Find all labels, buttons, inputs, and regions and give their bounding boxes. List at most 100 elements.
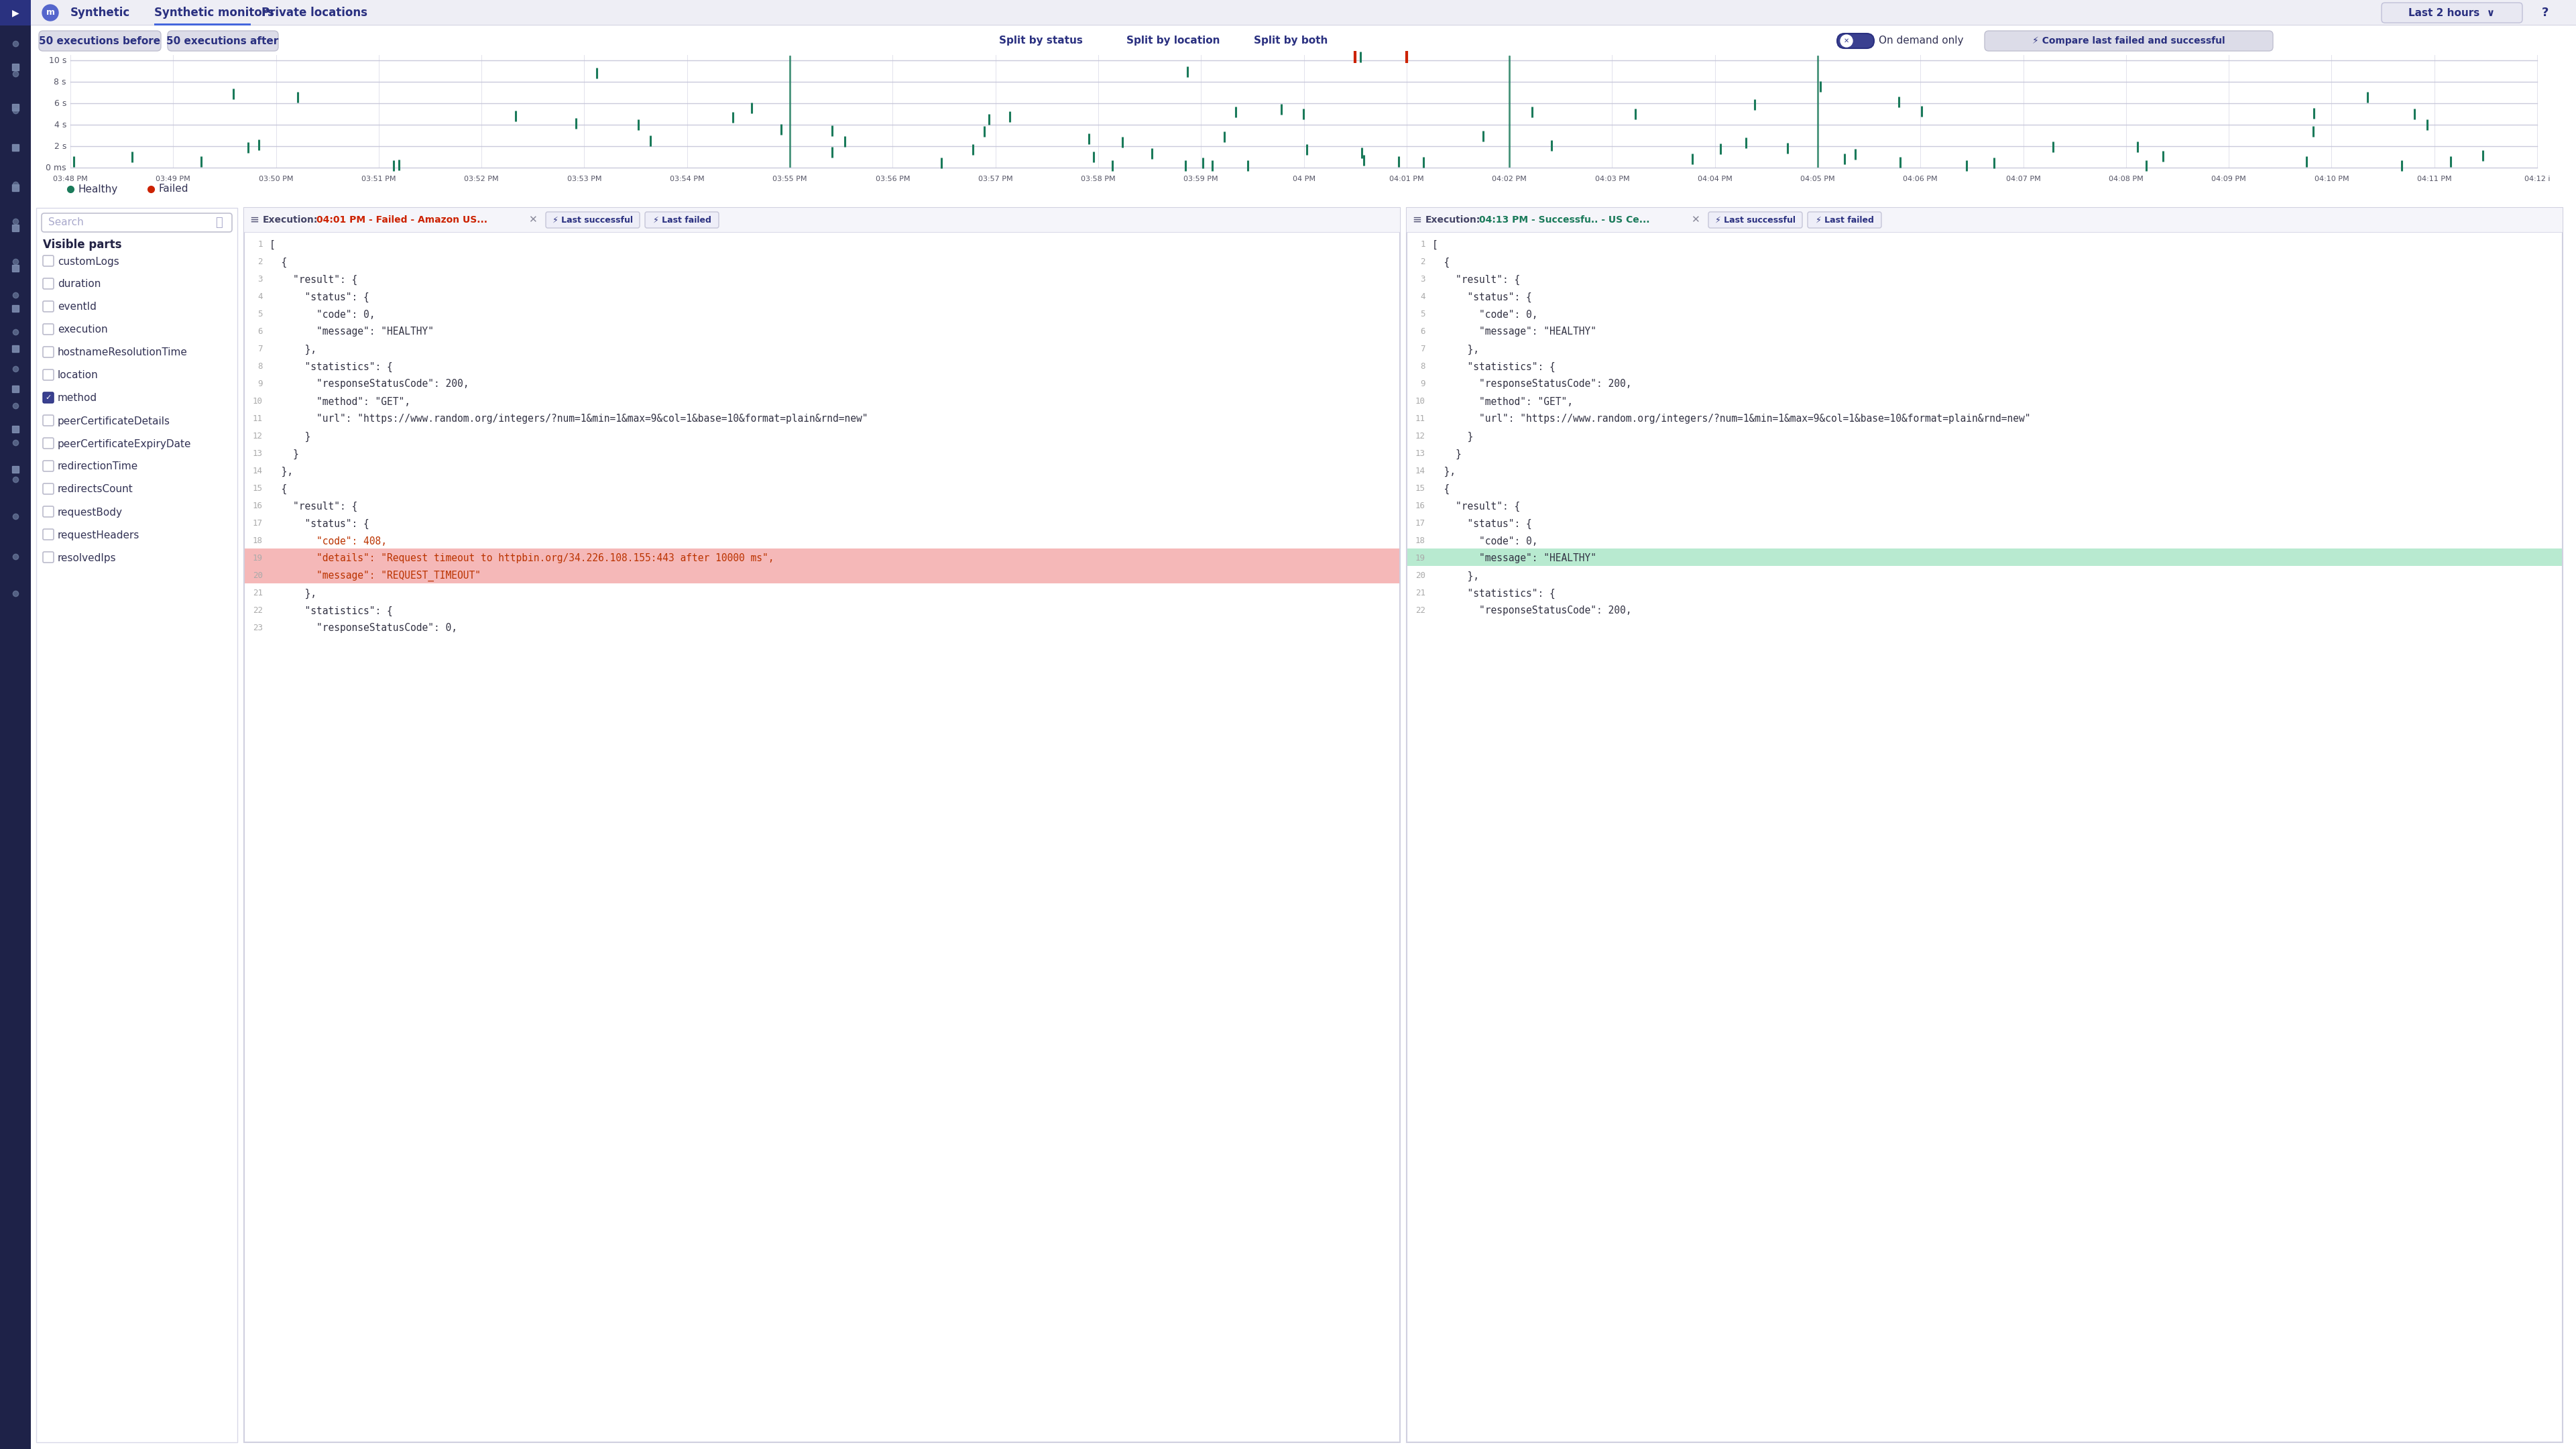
Text: 03:51 PM: 03:51 PM	[361, 175, 397, 183]
Text: 9: 9	[258, 380, 263, 388]
Text: "status": {: "status": {	[270, 519, 368, 529]
Text: 4: 4	[1419, 293, 1425, 301]
Text: ⚡ Last failed: ⚡ Last failed	[1816, 216, 1873, 225]
Text: 4: 4	[258, 293, 263, 301]
Text: redirectsCount: redirectsCount	[57, 484, 134, 494]
Text: "code": 0,: "code": 0,	[1432, 536, 1538, 546]
Text: 04:01 PM: 04:01 PM	[1388, 175, 1425, 183]
Text: method: method	[57, 393, 98, 403]
Text: peerCertificateDetails: peerCertificateDetails	[57, 416, 170, 426]
Text: Failed: Failed	[160, 184, 188, 194]
Text: {: {	[270, 256, 286, 267]
Text: 6: 6	[258, 327, 263, 336]
Text: "message": "HEALTHY": "message": "HEALTHY"	[1432, 327, 1597, 338]
Text: 12: 12	[1414, 432, 1425, 440]
Text: Healthy: Healthy	[77, 184, 118, 194]
Text: 04:12 i: 04:12 i	[2524, 175, 2550, 183]
Text: 22: 22	[1414, 607, 1425, 616]
Text: peerCertificateExpiryDate: peerCertificateExpiryDate	[57, 439, 191, 449]
Text: "status": {: "status": {	[1432, 291, 1533, 303]
Text: Split by location: Split by location	[1126, 36, 1221, 46]
Text: 11: 11	[252, 414, 263, 423]
Text: requestHeaders: requestHeaders	[57, 530, 139, 540]
Text: ⚡ Compare last failed and successful: ⚡ Compare last failed and successful	[2032, 36, 2226, 45]
Bar	[0, 0, 31, 26]
Text: 22: 22	[252, 607, 263, 616]
Bar	[245, 207, 1399, 1442]
Text: 1: 1	[258, 241, 263, 249]
Text: 04:03 PM: 04:03 PM	[1595, 175, 1631, 183]
Text: {: {	[270, 484, 286, 494]
Text: 15: 15	[1414, 484, 1425, 493]
Text: 15: 15	[252, 484, 263, 493]
Text: ⚡ Last failed: ⚡ Last failed	[652, 216, 711, 225]
Text: 6 s: 6 s	[54, 99, 67, 107]
Text: 1: 1	[1419, 241, 1425, 249]
Text: 14: 14	[252, 467, 263, 475]
Text: 0 ms: 0 ms	[46, 164, 67, 172]
Text: Synthetic: Synthetic	[70, 7, 131, 19]
Text: 8: 8	[1419, 362, 1425, 371]
Text: ≡: ≡	[250, 214, 258, 226]
Text: hostnameResolutionTime: hostnameResolutionTime	[57, 348, 188, 358]
Text: 12: 12	[252, 432, 263, 440]
Text: 8: 8	[258, 362, 263, 371]
FancyBboxPatch shape	[44, 301, 54, 312]
Text: 04:13 PM - Successfu.. - US Ce...: 04:13 PM - Successfu.. - US Ce...	[1479, 216, 1649, 225]
Text: 2: 2	[1419, 258, 1425, 267]
FancyBboxPatch shape	[44, 529, 54, 540]
Circle shape	[41, 4, 59, 20]
Text: 2: 2	[258, 258, 263, 267]
Text: 7: 7	[258, 345, 263, 354]
Text: "statistics": {: "statistics": {	[270, 362, 392, 372]
Bar	[1406, 207, 2563, 1442]
Text: "method": "GET",: "method": "GET",	[270, 397, 410, 407]
Text: Visible parts: Visible parts	[44, 239, 121, 251]
Text: "result": {: "result": {	[1432, 501, 1520, 511]
Text: 14: 14	[1414, 467, 1425, 475]
Text: 20: 20	[252, 571, 263, 581]
FancyBboxPatch shape	[44, 552, 54, 562]
Text: "message": "REQUEST_TIMEOUT": "message": "REQUEST_TIMEOUT"	[270, 571, 482, 581]
Text: 10: 10	[252, 397, 263, 406]
Text: "details": "Request timeout to httpbin.org/34.226.108.155:443 after 10000 ms",: "details": "Request timeout to httpbin.o…	[270, 554, 773, 564]
Text: "code": 408,: "code": 408,	[270, 536, 386, 546]
Text: 03:50 PM: 03:50 PM	[258, 175, 294, 183]
Text: "code": 0,: "code": 0,	[270, 310, 376, 319]
Text: m: m	[46, 9, 54, 17]
Bar	[36, 207, 237, 1442]
Text: "responseStatusCode": 0,: "responseStatusCode": 0,	[270, 623, 459, 633]
FancyBboxPatch shape	[1984, 30, 2272, 51]
Text: 7: 7	[1419, 345, 1425, 354]
Text: Split by both: Split by both	[1255, 36, 1327, 46]
Text: "url": "https://www.random.org/integers/?num=1&min=1&max=9&col=1&base=10&format=: "url": "https://www.random.org/integers/…	[1432, 414, 2030, 425]
FancyBboxPatch shape	[44, 438, 54, 449]
FancyBboxPatch shape	[44, 346, 54, 358]
Text: 2 s: 2 s	[54, 142, 67, 151]
FancyBboxPatch shape	[44, 255, 54, 267]
Text: 04 PM: 04 PM	[1293, 175, 1316, 183]
Text: }: }	[1432, 432, 1473, 442]
Text: }: }	[270, 432, 312, 442]
FancyBboxPatch shape	[44, 506, 54, 517]
FancyBboxPatch shape	[44, 278, 54, 288]
Text: 03:49 PM: 03:49 PM	[155, 175, 191, 183]
Text: [: [	[1432, 239, 1437, 249]
Text: execution: execution	[57, 325, 108, 335]
Text: ✓: ✓	[46, 394, 52, 401]
Text: 04:07 PM: 04:07 PM	[2007, 175, 2040, 183]
FancyBboxPatch shape	[44, 414, 54, 426]
Bar	[1406, 549, 2563, 567]
FancyBboxPatch shape	[44, 369, 54, 380]
Bar	[245, 567, 1399, 584]
Text: Execution:: Execution:	[263, 216, 317, 225]
Text: 23: 23	[252, 625, 263, 633]
Text: 9: 9	[1419, 380, 1425, 388]
FancyBboxPatch shape	[1708, 212, 1803, 227]
Circle shape	[1839, 35, 1852, 46]
FancyBboxPatch shape	[644, 212, 719, 227]
Text: ⚡ Last successful: ⚡ Last successful	[551, 216, 634, 225]
Text: duration: duration	[57, 280, 100, 290]
Text: 3: 3	[1419, 275, 1425, 284]
Bar	[31, 0, 2576, 26]
